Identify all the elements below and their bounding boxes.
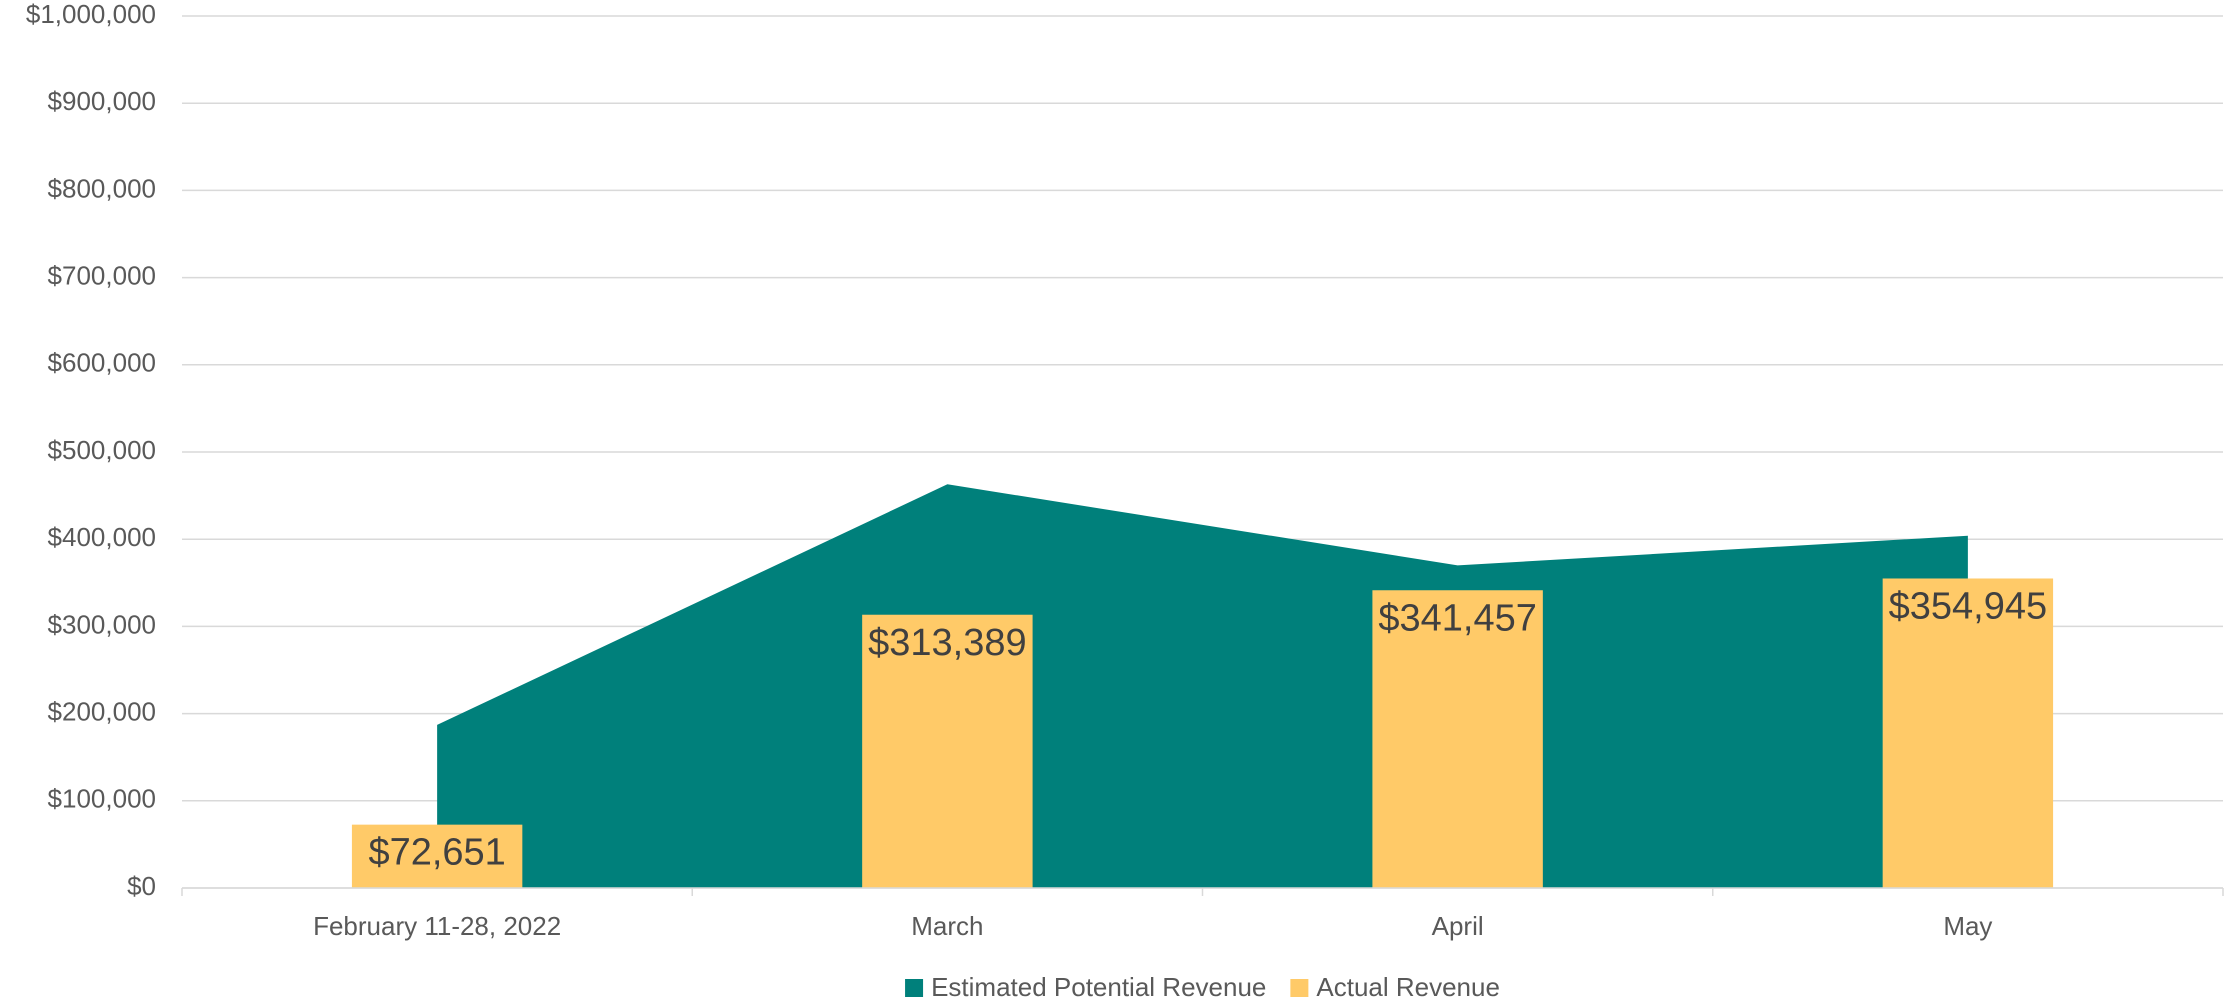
data-label: $341,457	[1378, 597, 1537, 639]
data-label: $354,945	[1889, 586, 2048, 628]
y-tick-label: $700,000	[48, 260, 156, 290]
y-tick-label: $400,000	[48, 522, 156, 552]
legend-label: Actual Revenue	[1316, 972, 1500, 1002]
legend: Estimated Potential Revenue Actual Revenu…	[905, 972, 1500, 1002]
y-tick-label: $600,000	[48, 348, 156, 378]
bar	[1372, 590, 1543, 888]
legend-label: Estimated Potential Revenue	[931, 972, 1266, 1002]
x-tick-label: February 11-28, 2022	[313, 911, 561, 941]
y-tick-label: $800,000	[48, 173, 156, 203]
x-tick-label: April	[1432, 911, 1484, 941]
y-tick-label: $900,000	[48, 86, 156, 116]
y-tick-label: $300,000	[48, 609, 156, 639]
x-tick-label: March	[911, 911, 983, 941]
y-tick-label: $0	[127, 871, 156, 901]
area	[437, 484, 1968, 888]
y-tick-label: $200,000	[48, 696, 156, 726]
bar	[862, 614, 1033, 888]
data-label: $313,389	[868, 622, 1027, 664]
x-tick-label: May	[1943, 911, 1992, 941]
legend-swatch	[1290, 979, 1309, 997]
legend-swatch	[905, 979, 924, 997]
y-tick-label: $100,000	[48, 784, 156, 814]
data-label: $72,651	[368, 832, 505, 874]
bar	[1882, 578, 2054, 888]
bar	[351, 824, 523, 888]
y-tick-label: $500,000	[48, 435, 156, 465]
y-tick-label: $1,000,000	[26, 0, 156, 29]
